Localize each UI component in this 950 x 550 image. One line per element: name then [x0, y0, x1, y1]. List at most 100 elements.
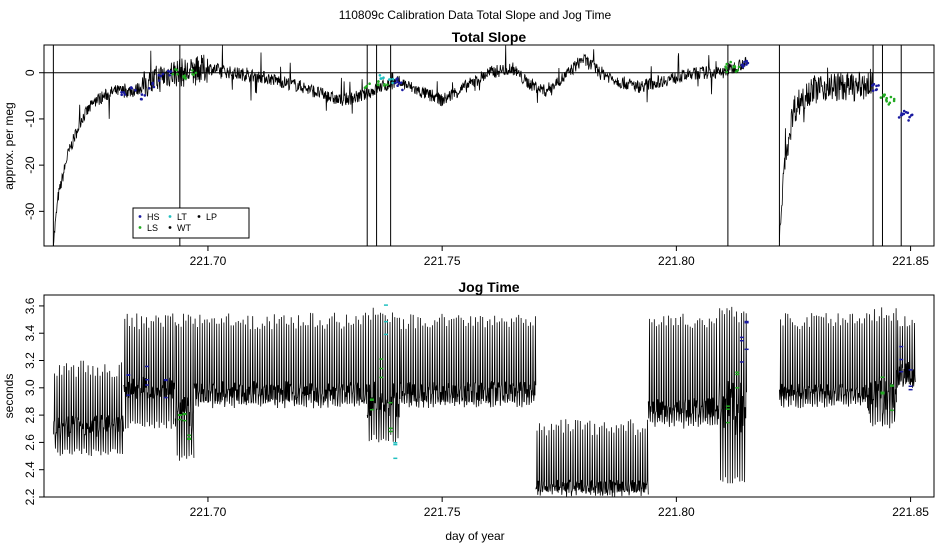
data-point-HS [396, 84, 399, 87]
total-slope-plot-area [44, 44, 934, 247]
data-point-HS [401, 88, 404, 92]
jog-time-series-segment [718, 306, 747, 484]
jog-time-ytick-label: 2.8 [23, 406, 37, 423]
data-point-HS [120, 93, 123, 97]
data-point-HS [745, 59, 748, 63]
data-point-LS [363, 86, 367, 89]
data-point-LS [365, 84, 369, 88]
jog-time-frame [43, 294, 935, 498]
jog-time-series-segment [366, 307, 401, 443]
data-point-HS [877, 84, 880, 87]
data-point-LS [885, 96, 888, 100]
legend-marker-LS [138, 226, 142, 229]
total-slope-xtick-label: 221.80 [658, 254, 695, 268]
data-point-LT [382, 76, 385, 79]
jog-time-series-segment [193, 312, 368, 409]
total-slope-xtick-label: 221.85 [892, 254, 929, 268]
jog-time-ytick-label: 2.6 [23, 434, 37, 451]
data-point-LS [194, 71, 198, 75]
jog-time-xtick-label: 221.70 [190, 505, 227, 519]
data-point-LT [379, 77, 383, 80]
data-point-LS [885, 100, 888, 103]
total-slope-series-WT [53, 44, 747, 247]
data-point-LS [888, 101, 892, 105]
data-point-HS [148, 87, 151, 90]
data-point-LS [368, 82, 371, 85]
jog-time-series-segment [174, 313, 195, 461]
data-point-HS [152, 85, 156, 89]
legend-marker-WT [168, 226, 172, 229]
data-point-LS [191, 69, 194, 72]
data-point-HS [157, 73, 161, 77]
data-point-HS [910, 114, 913, 117]
jog-time-axes: 221.70 221.75 221.80 221.85 2.2 2.4 2.6 2.8 3.0 3… [23, 297, 929, 519]
data-point-LS [734, 70, 738, 73]
data-point-LT [387, 78, 391, 81]
data-point-LS [729, 60, 732, 64]
legend-label-WT: WT [177, 223, 191, 233]
legend-label-LS: LS [147, 223, 158, 233]
data-point-HS [906, 111, 910, 115]
legend-marker-LT [168, 215, 172, 218]
data-point-HS [398, 81, 401, 85]
jog-time-ylabel: seconds [2, 374, 16, 419]
total-slope-series-WT [779, 67, 874, 243]
data-point-HS [875, 88, 878, 91]
data-point-LS [725, 67, 728, 70]
total-slope-ytick-label: 0 [23, 69, 37, 76]
total-slope-title: Total Slope [452, 29, 527, 45]
jog-time-title: Jog Time [458, 279, 519, 295]
data-point-HS [875, 84, 878, 88]
data-point-LS [733, 65, 737, 69]
data-point-HS [396, 77, 399, 80]
jog-time-ytick-label: 3.2 [23, 352, 37, 369]
legend-marker-LP [197, 215, 201, 218]
total-slope-panel: Total Slope approx. per meg 221.70 221.75… [2, 29, 935, 268]
data-point-HS [394, 81, 397, 85]
data-point-HS [143, 94, 147, 97]
data-point-LT [378, 74, 382, 77]
data-point-HS [897, 116, 901, 119]
x-axis-label: day of year [445, 529, 504, 543]
data-point-LS [171, 72, 175, 76]
data-point-LS [184, 77, 187, 80]
jog-time-plot-area [53, 304, 916, 497]
total-slope-ytick-label: -10 [23, 110, 37, 128]
data-point-LT [391, 77, 395, 81]
jog-time-ytick-label: 3.6 [23, 297, 37, 314]
data-point-HS [161, 72, 165, 76]
data-point-HS [902, 109, 906, 113]
data-point-LS [174, 68, 177, 71]
data-point-LS [737, 65, 741, 69]
jog-time-series-segment [53, 360, 124, 457]
data-point-HS [168, 74, 171, 77]
jog-time-series-segment [399, 313, 537, 409]
data-point-LS [192, 73, 195, 76]
data-point-HS [122, 91, 126, 94]
total-slope-ylabel: approx. per meg [2, 102, 16, 189]
total-slope-xtick-label: 221.70 [190, 254, 227, 268]
data-point-LS [892, 97, 896, 101]
data-point-LS [892, 99, 896, 103]
jog-time-ytick-label: 3.0 [23, 379, 37, 396]
legend: HS LT LP LS WT [132, 207, 250, 239]
data-point-HS [746, 61, 750, 65]
jog-time-ytick-label: 2.4 [23, 461, 37, 478]
jog-time-xtick-label: 221.85 [892, 505, 929, 519]
data-point-HS [908, 115, 911, 119]
data-point-LS [176, 72, 179, 76]
data-point-HS [151, 81, 154, 85]
jog-time-series-segment [123, 313, 176, 429]
data-point-HS [396, 80, 399, 84]
data-point-HS [168, 70, 172, 74]
jog-time-panel: Jog Time seconds 221.70 221.75 221.80 221.8… [2, 279, 935, 543]
data-point-HS [907, 119, 910, 122]
legend-label-LT: LT [177, 212, 187, 222]
jog-time-series-segment [868, 307, 897, 429]
total-slope-frame [43, 44, 935, 247]
data-point-HS [123, 93, 127, 96]
legend-label-LP: LP [206, 212, 217, 222]
data-point-HS [902, 112, 906, 116]
data-point-HS [741, 63, 744, 66]
